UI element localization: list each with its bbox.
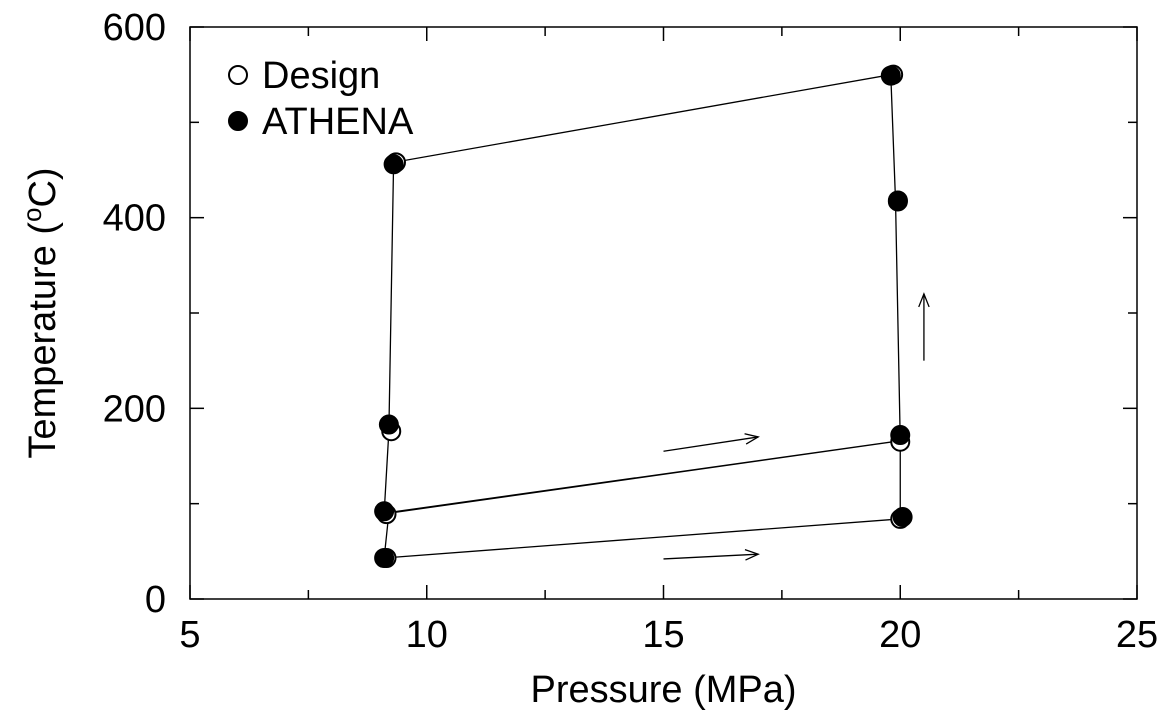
direction-arrow-shaft xyxy=(663,436,759,452)
direction-arrows xyxy=(663,292,930,561)
direction-arrow-shaft xyxy=(663,553,759,560)
y-tick-label: 400 xyxy=(103,198,166,240)
legend-athena-marker xyxy=(228,111,248,131)
legend-athena-label: ATHENA xyxy=(262,101,414,143)
x-axis-title: Pressure (MPa) xyxy=(530,669,796,711)
y-axis-title-main: Temperature ( xyxy=(22,222,64,459)
direction-arrow-head xyxy=(918,292,930,308)
y-axis-title-degree: o xyxy=(17,208,47,222)
y-axis-title-tail: C) xyxy=(22,167,64,207)
y-axis-title: Temperature (oC) xyxy=(17,167,64,458)
direction-arrow-head xyxy=(744,549,760,561)
cycle-line-group xyxy=(383,73,901,559)
athena-point xyxy=(374,548,395,569)
y-tick-label: 200 xyxy=(103,388,166,430)
athena-point xyxy=(378,414,399,435)
legend-design-marker xyxy=(228,65,248,85)
athena-point xyxy=(383,154,404,175)
x-tick-label: 20 xyxy=(879,614,921,656)
x-tick-label: 5 xyxy=(179,614,200,656)
x-tick-label: 10 xyxy=(406,614,448,656)
y-tick-label: 0 xyxy=(145,579,166,621)
data-markers xyxy=(374,64,913,569)
y-tick-label: 600 xyxy=(103,7,166,49)
direction-arrow-head xyxy=(744,433,760,445)
x-tick-label: 25 xyxy=(1116,614,1158,656)
legend: Design ATHENA xyxy=(228,55,414,143)
axis-ticks xyxy=(189,26,1138,600)
x-tick-label: 15 xyxy=(642,614,684,656)
athena-point xyxy=(892,507,913,528)
axis-tick-labels: 5 10 15 20 25 0 200 400 600 xyxy=(103,7,1159,656)
athena-point xyxy=(890,425,911,446)
legend-design-label: Design xyxy=(262,55,380,97)
athena-point xyxy=(887,191,908,212)
athena-point xyxy=(374,501,395,522)
athena-point xyxy=(880,65,901,86)
cycle-line xyxy=(383,73,901,559)
